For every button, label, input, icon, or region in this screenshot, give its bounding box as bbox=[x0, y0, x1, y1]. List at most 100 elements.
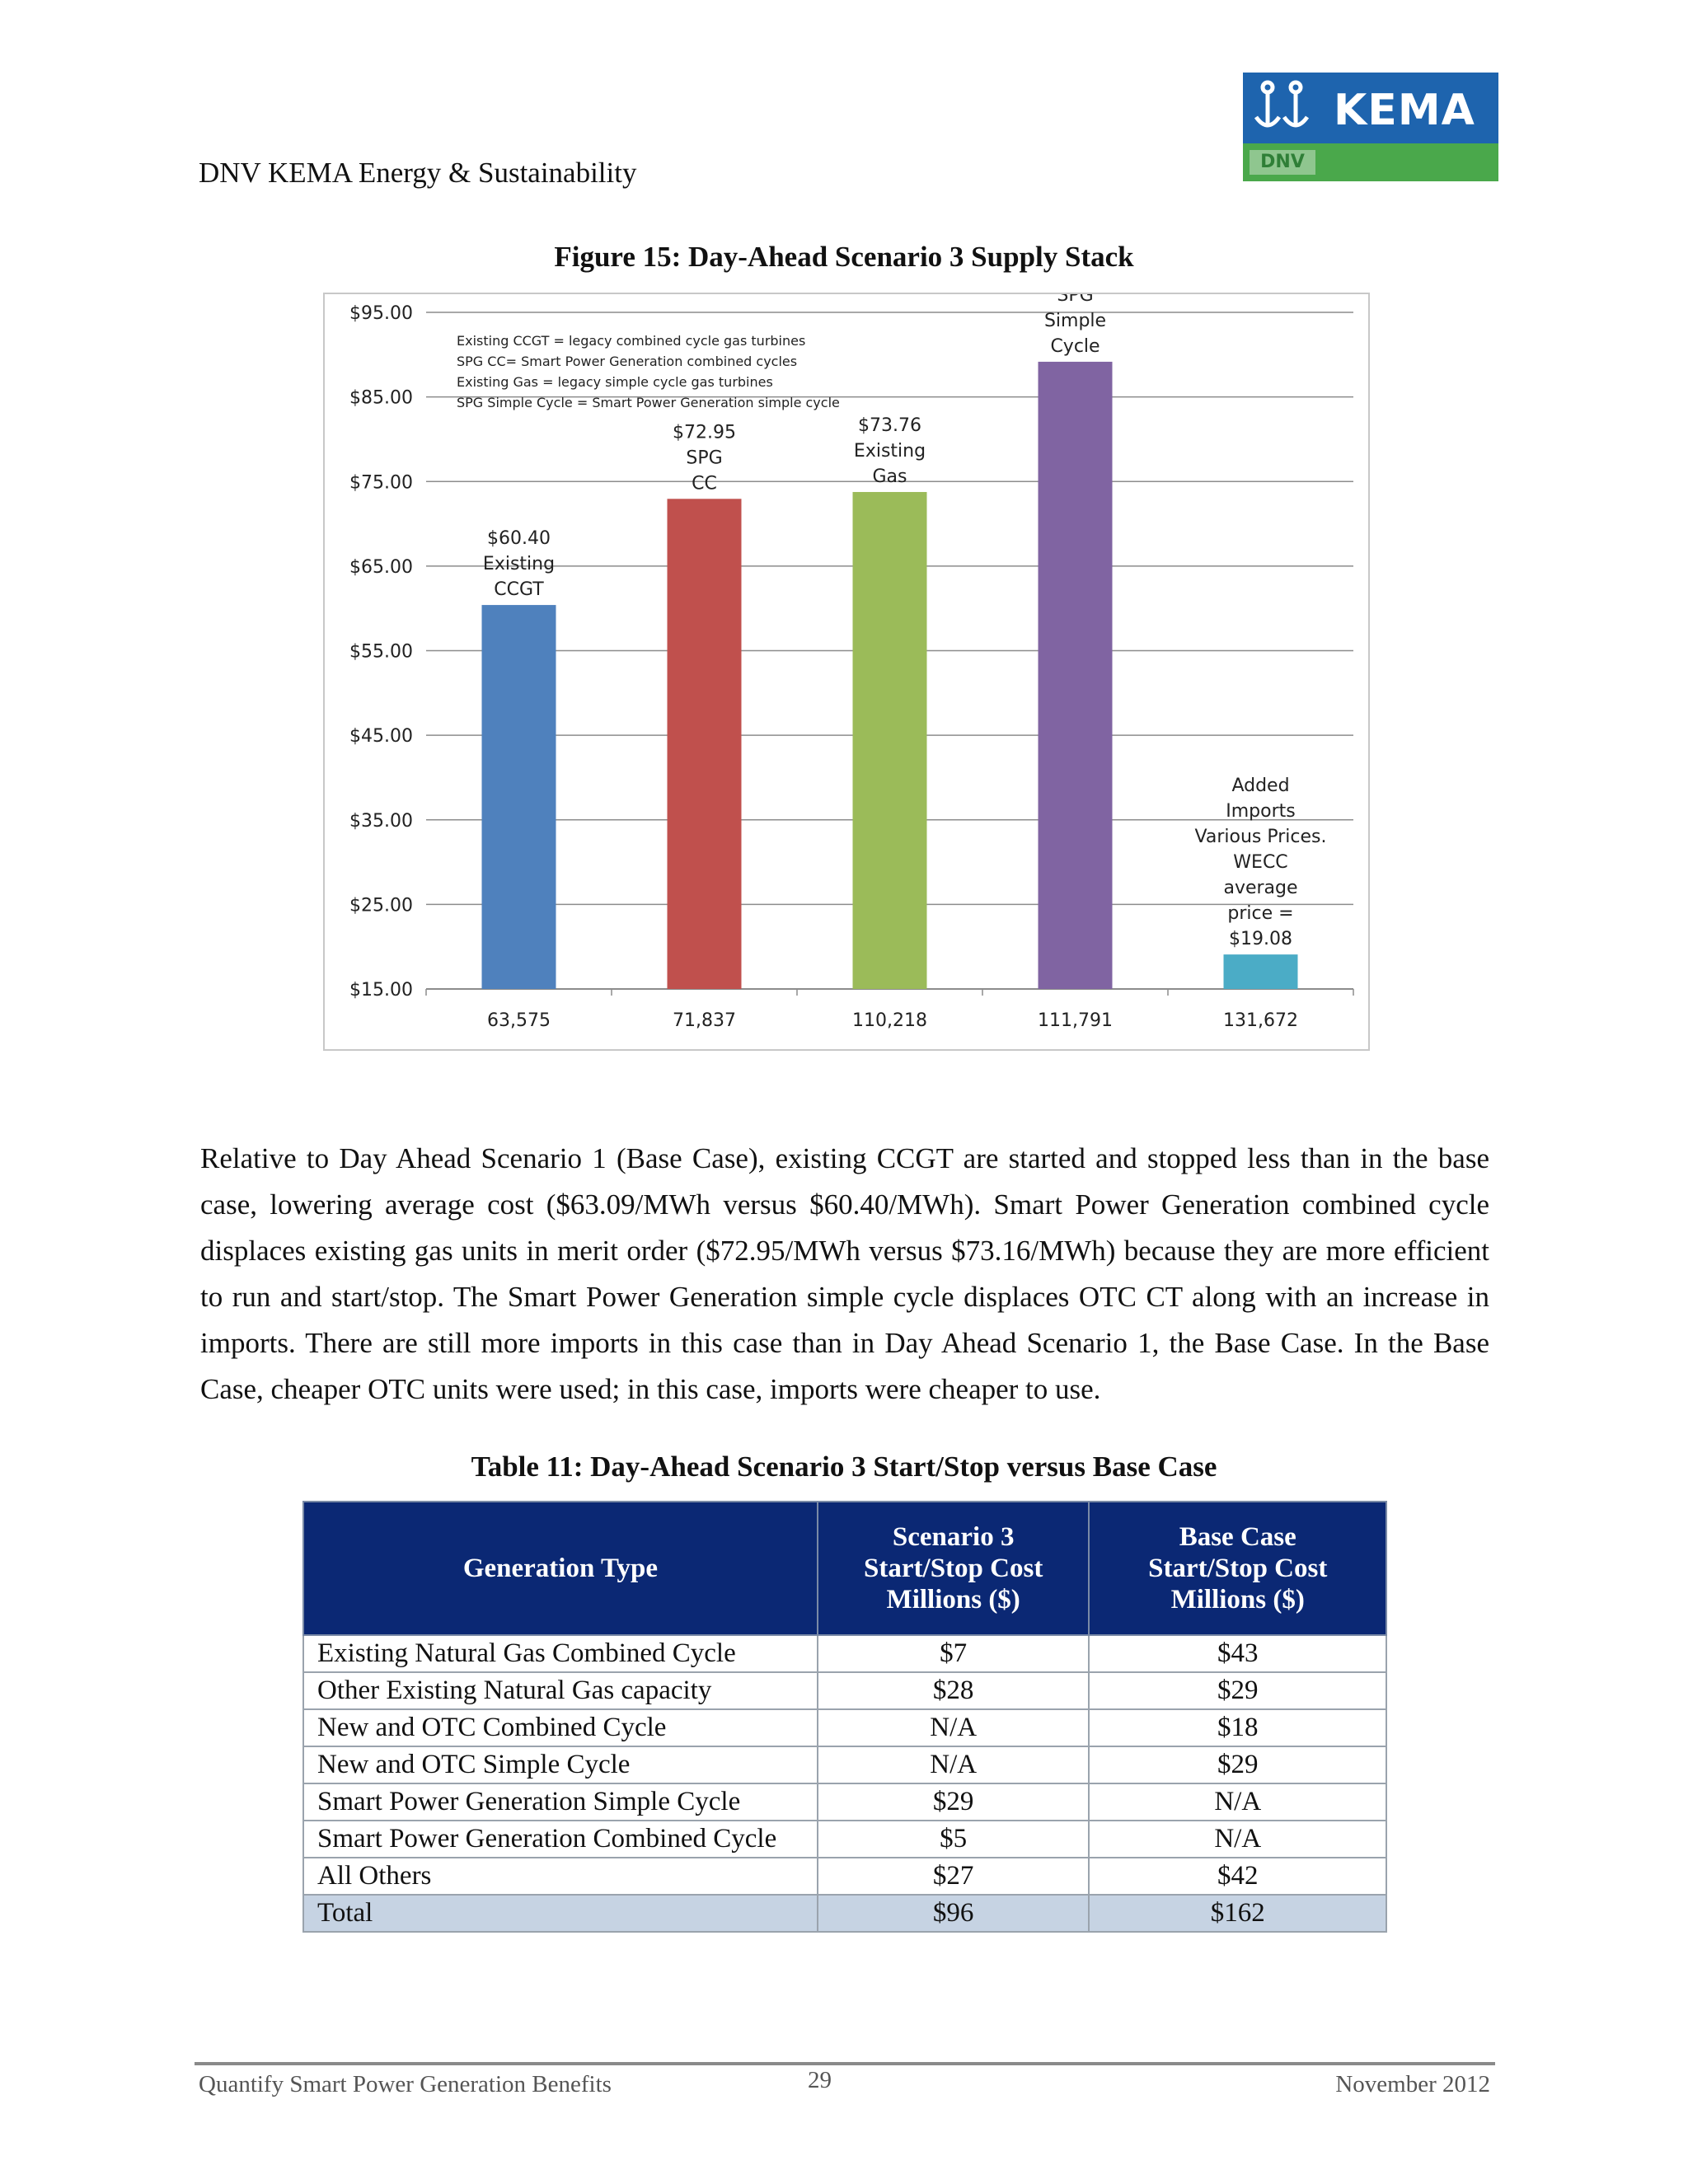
data-label: Existing bbox=[854, 441, 926, 462]
header-line: Millions ($) bbox=[886, 1585, 1020, 1615]
bar bbox=[1223, 954, 1298, 989]
cell-basecase: $29 bbox=[1088, 1671, 1387, 1710]
data-label: $19.08 bbox=[1229, 929, 1292, 949]
table-row: Existing Natural Gas Combined Cycle $7 $… bbox=[302, 1634, 1387, 1673]
table-caption: Table 11: Day-Ahead Scenario 3 Start/Sto… bbox=[471, 1451, 1217, 1483]
table-header-row: Generation Type Scenario 3 Start/Stop Co… bbox=[302, 1501, 1387, 1636]
annotation-line: SPG Simple Cycle = Smart Power Generatio… bbox=[457, 395, 840, 410]
chart-svg: $95.00 $85.00 $75.00 $65.00 $55.00 $45.00 $35.… bbox=[349, 294, 1354, 1031]
data-label: Existing bbox=[483, 554, 555, 574]
data-label: average bbox=[1223, 878, 1297, 898]
footer-document-title: Quantify Smart Power Generation Benefits bbox=[199, 2071, 612, 2097]
y-tick-label: $35.00 bbox=[349, 811, 413, 832]
cell-generation-type: New and OTC Simple Cycle bbox=[302, 1746, 818, 1784]
cell-generation-type: Existing Natural Gas Combined Cycle bbox=[302, 1634, 818, 1673]
cell-generation-type: All Others bbox=[302, 1857, 818, 1896]
data-label: $72.95 bbox=[673, 422, 736, 443]
data-label: SPG bbox=[1057, 294, 1093, 306]
y-tick-label: $55.00 bbox=[349, 642, 413, 663]
data-label: CCGT bbox=[494, 579, 544, 600]
cell-basecase: N/A bbox=[1088, 1820, 1387, 1858]
data-label: Gas bbox=[873, 466, 907, 487]
start-stop-table: Generation Type Scenario 3 Start/Stop Co… bbox=[302, 1501, 1387, 1933]
x-tick-label: 131,672 bbox=[1223, 1010, 1298, 1031]
organization-name: DNV KEMA Energy & Sustainability bbox=[199, 157, 637, 189]
x-tick-label: 110,218 bbox=[852, 1010, 927, 1031]
data-label: $73.76 bbox=[858, 415, 921, 436]
cell-basecase: $42 bbox=[1088, 1857, 1387, 1896]
cell-total-scenario3: $96 bbox=[816, 1894, 1090, 1933]
footer-date: November 2012 bbox=[1335, 2071, 1490, 2097]
header-basecase-cost: Base Case Start/Stop Cost Millions ($) bbox=[1088, 1501, 1387, 1636]
header-line: Start/Stop Cost bbox=[864, 1554, 1043, 1583]
bar bbox=[852, 491, 927, 989]
cell-generation-type: Smart Power Generation Simple Cycle bbox=[302, 1783, 818, 1821]
header-line: Start/Stop Cost bbox=[1148, 1554, 1328, 1583]
cell-scenario3: $28 bbox=[816, 1671, 1090, 1710]
y-tick-label: $95.00 bbox=[349, 303, 413, 324]
cell-generation-type: New and OTC Combined Cycle bbox=[302, 1708, 818, 1747]
kema-logo: KEMA DNV bbox=[1243, 73, 1498, 181]
y-tick-label: $25.00 bbox=[349, 895, 413, 916]
cell-scenario3: $7 bbox=[816, 1634, 1090, 1673]
table-row: Smart Power Generation Simple Cycle $29 … bbox=[302, 1783, 1387, 1821]
annotation-line: Existing CCGT = legacy combined cycle ga… bbox=[457, 333, 805, 349]
logo-dnv-badge: DNV bbox=[1250, 150, 1315, 175]
y-tick-label: $65.00 bbox=[349, 557, 413, 578]
header-line: Millions ($) bbox=[1170, 1585, 1305, 1615]
cell-scenario3: $29 bbox=[816, 1783, 1090, 1821]
cell-scenario3: $27 bbox=[816, 1857, 1090, 1896]
table-row: Other Existing Natural Gas capacity $28 … bbox=[302, 1671, 1387, 1710]
data-label: Added bbox=[1231, 776, 1289, 796]
cell-scenario3: N/A bbox=[816, 1708, 1090, 1747]
y-tick-label: $15.00 bbox=[349, 980, 413, 1001]
table-row: New and OTC Simple Cycle N/A $29 bbox=[302, 1746, 1387, 1784]
data-label: WECC bbox=[1233, 852, 1287, 873]
x-tick-label: 63,575 bbox=[487, 1010, 551, 1031]
data-label: Imports bbox=[1226, 801, 1295, 822]
data-label: $60.40 bbox=[487, 528, 551, 549]
logo-wordmark: KEMA bbox=[1334, 86, 1475, 135]
page-number: 29 bbox=[808, 2067, 832, 2093]
data-label: Cycle bbox=[1050, 336, 1100, 357]
table-row: New and OTC Combined Cycle N/A $18 bbox=[302, 1708, 1387, 1747]
supply-stack-chart: $95.00 $85.00 $75.00 $65.00 $55.00 $45.00 $35.… bbox=[323, 293, 1370, 1051]
data-label: Simple bbox=[1044, 311, 1106, 331]
header-line: Base Case bbox=[1179, 1522, 1296, 1552]
table-row: All Others $27 $42 bbox=[302, 1857, 1387, 1896]
header-scenario3-cost: Scenario 3 Start/Stop Cost Millions ($) bbox=[816, 1501, 1090, 1636]
bar bbox=[481, 605, 556, 989]
data-label: SPG bbox=[686, 448, 722, 468]
x-tick-label: 111,791 bbox=[1038, 1010, 1113, 1031]
cell-basecase: $18 bbox=[1088, 1708, 1387, 1747]
annotation-line: Existing Gas = legacy simple cycle gas t… bbox=[457, 374, 773, 390]
cell-total-basecase: $162 bbox=[1088, 1894, 1387, 1933]
y-tick-label: $85.00 bbox=[349, 388, 413, 409]
data-label: Various Prices. bbox=[1195, 827, 1327, 847]
table-row: Smart Power Generation Combined Cycle $5… bbox=[302, 1820, 1387, 1858]
data-label: CC bbox=[692, 473, 717, 494]
cell-generation-type: Other Existing Natural Gas capacity bbox=[302, 1671, 818, 1710]
header-generation-type: Generation Type bbox=[302, 1501, 818, 1636]
x-tick-label: 71,837 bbox=[673, 1010, 736, 1031]
anchor-logo-icon bbox=[1254, 80, 1310, 128]
figure-caption: Figure 15: Day-Ahead Scenario 3 Supply S… bbox=[554, 241, 1134, 273]
cell-total-label: Total bbox=[302, 1894, 818, 1933]
cell-basecase: N/A bbox=[1088, 1783, 1387, 1821]
annotation-line: SPG CC= Smart Power Generation combined … bbox=[457, 354, 797, 369]
cell-basecase: $29 bbox=[1088, 1746, 1387, 1784]
cell-scenario3: $5 bbox=[816, 1820, 1090, 1858]
bar bbox=[1038, 361, 1113, 989]
header-line: Generation Type bbox=[462, 1554, 659, 1583]
data-label: price = bbox=[1227, 903, 1293, 924]
y-tick-label: $75.00 bbox=[349, 472, 413, 493]
cell-scenario3: N/A bbox=[816, 1746, 1090, 1784]
cell-basecase: $43 bbox=[1088, 1634, 1387, 1673]
header-line: Scenario 3 bbox=[892, 1522, 1015, 1552]
table-total-row: Total $96 $162 bbox=[302, 1894, 1387, 1933]
cell-generation-type: Smart Power Generation Combined Cycle bbox=[302, 1820, 818, 1858]
body-paragraph: Relative to Day Ahead Scenario 1 (Base C… bbox=[200, 1142, 1489, 1405]
bar bbox=[667, 499, 742, 989]
footer-divider bbox=[195, 2062, 1495, 2065]
y-tick-label: $45.00 bbox=[349, 726, 413, 747]
